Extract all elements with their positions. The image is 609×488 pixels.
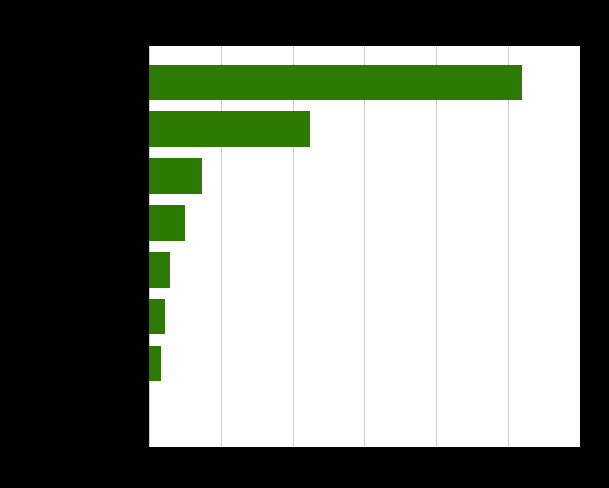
Bar [149,159,202,194]
Bar [149,299,166,334]
Bar [149,111,310,147]
Bar [149,346,161,382]
Bar [149,205,185,241]
Bar [149,252,171,287]
Bar [149,64,523,100]
